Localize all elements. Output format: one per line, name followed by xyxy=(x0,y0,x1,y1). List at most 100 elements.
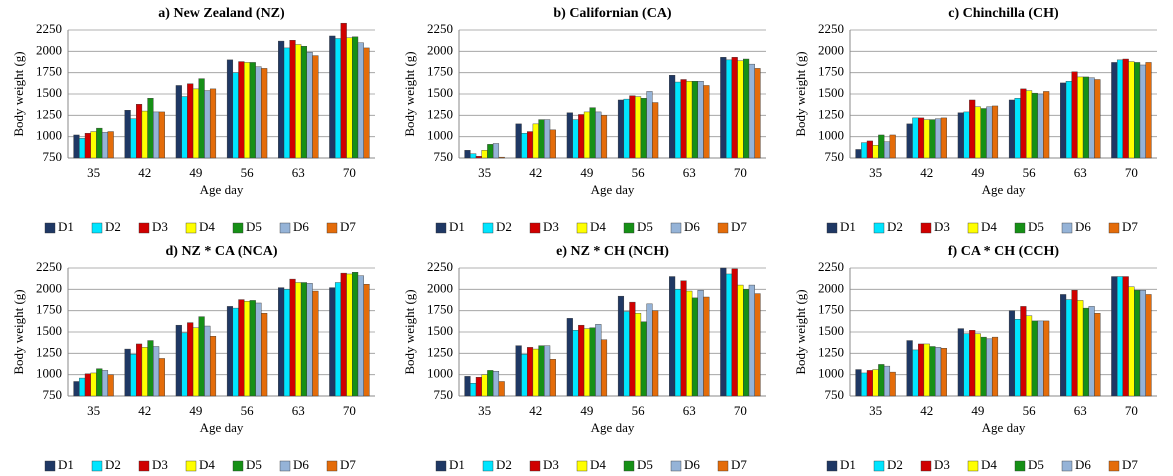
legend-swatch xyxy=(185,460,197,472)
x-tick-label: 42 xyxy=(920,165,933,180)
bar xyxy=(312,55,319,159)
bar xyxy=(1071,289,1078,397)
bar xyxy=(1116,59,1124,159)
y-tick-label: 750 xyxy=(434,387,454,402)
bar xyxy=(79,377,86,397)
y-tick-label: 2250 xyxy=(36,259,62,274)
y-tick-label: 1500 xyxy=(36,323,62,338)
y-tick-label: 2250 xyxy=(427,259,453,274)
bar xyxy=(1037,320,1044,397)
x-tick-label: 63 xyxy=(1074,165,1087,180)
y-tick-label: 2000 xyxy=(818,280,844,295)
legend-swatch xyxy=(826,222,838,234)
legend-label: D2 xyxy=(887,219,903,234)
bar xyxy=(198,78,205,159)
bar xyxy=(283,47,290,159)
bar xyxy=(669,75,676,159)
bar xyxy=(79,138,86,159)
bar xyxy=(1122,58,1129,159)
legend-label: D3 xyxy=(152,219,168,234)
bar xyxy=(737,60,744,159)
bar xyxy=(521,133,528,159)
x-axis-label: Age day xyxy=(591,420,635,435)
x-tick-label: 49 xyxy=(580,403,593,418)
panel-title: b) Californian (CA) xyxy=(553,6,672,21)
bar xyxy=(147,340,154,397)
bar xyxy=(249,300,256,397)
bar xyxy=(124,348,131,397)
bar xyxy=(329,287,336,397)
bar xyxy=(974,333,981,397)
bar xyxy=(1014,98,1021,159)
bar xyxy=(1043,91,1050,159)
x-axis-label: Age day xyxy=(200,182,244,197)
bar xyxy=(352,36,359,159)
bar xyxy=(969,330,976,397)
legend-label: D5 xyxy=(637,457,653,472)
legend-label: D6 xyxy=(293,219,309,234)
x-tick-label: 49 xyxy=(189,165,202,180)
legend-swatch xyxy=(279,460,291,472)
bar xyxy=(963,333,970,397)
x-tick-label: 70 xyxy=(343,403,356,418)
bar xyxy=(731,57,738,159)
bar xyxy=(84,373,91,397)
legend-label: D4 xyxy=(981,457,997,472)
bar xyxy=(526,131,534,159)
y-tick-label: 750 xyxy=(43,387,63,402)
bar xyxy=(492,143,500,159)
bar xyxy=(198,316,205,397)
bar xyxy=(255,66,262,159)
bar xyxy=(669,276,676,397)
bar xyxy=(566,318,573,397)
legend-label: D4 xyxy=(981,219,997,234)
legend-swatch xyxy=(435,222,447,234)
bar xyxy=(147,98,154,159)
bar xyxy=(487,144,494,159)
legend-swatch xyxy=(279,222,291,234)
bar xyxy=(90,372,97,397)
x-tick-label: 56 xyxy=(632,403,646,418)
bar xyxy=(1037,93,1044,159)
legend-swatch xyxy=(1108,222,1120,234)
y-tick-label: 1000 xyxy=(427,128,453,143)
bar xyxy=(754,293,761,397)
legend-label: D5 xyxy=(637,219,653,234)
bar xyxy=(357,275,364,397)
bar xyxy=(226,306,234,397)
bar xyxy=(691,297,699,397)
bar xyxy=(283,289,290,397)
y-tick-label: 1000 xyxy=(36,128,62,143)
y-tick-label: 2000 xyxy=(427,42,453,57)
bar xyxy=(481,374,488,397)
legend-swatch xyxy=(44,222,56,234)
bar xyxy=(261,68,268,159)
bar xyxy=(153,111,160,159)
bar xyxy=(1031,320,1038,397)
y-tick-label: 1750 xyxy=(36,302,62,317)
x-tick-label: 56 xyxy=(1023,165,1037,180)
bar xyxy=(175,324,182,397)
legend-label: D7 xyxy=(340,457,356,472)
bar xyxy=(526,347,534,397)
panel-title: f) CA * CH (CCH) xyxy=(948,244,1060,259)
y-tick-label: 1000 xyxy=(427,366,453,381)
bar xyxy=(652,102,659,159)
y-axis-label: Body weight (g) xyxy=(11,51,26,136)
legend-label: D7 xyxy=(731,219,747,234)
bar xyxy=(1116,276,1124,397)
bar xyxy=(135,343,143,397)
bar xyxy=(475,377,482,397)
legend-label: D4 xyxy=(590,219,606,234)
bar xyxy=(1071,71,1078,159)
legend-swatch xyxy=(482,460,494,472)
x-tick-label: 70 xyxy=(1125,403,1138,418)
legend-label: D6 xyxy=(684,457,700,472)
bar xyxy=(96,368,103,397)
legend-swatch xyxy=(326,460,338,472)
x-tick-label: 70 xyxy=(1125,165,1138,180)
bar xyxy=(300,46,308,159)
bar xyxy=(595,111,602,159)
bar xyxy=(544,345,551,397)
bar xyxy=(346,273,353,397)
